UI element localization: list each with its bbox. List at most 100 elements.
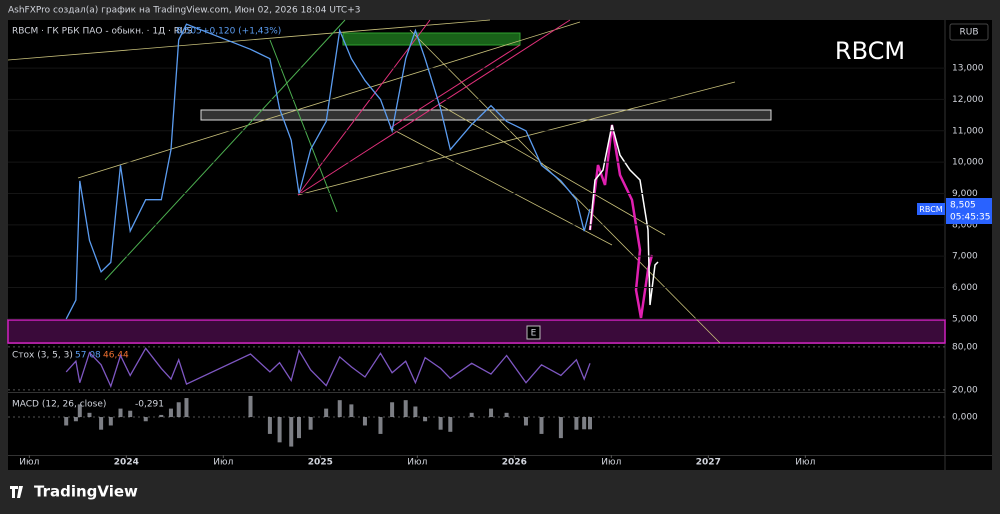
tag-name: RBCM: [919, 205, 942, 214]
histogram-bar: [438, 417, 443, 430]
currency-box: [949, 23, 989, 41]
macd-value: -0,291: [135, 400, 164, 410]
histogram-bar: [73, 417, 78, 422]
x-tick-label: Июл: [19, 458, 39, 468]
histogram-bar: [403, 400, 408, 418]
histogram-bar: [378, 417, 383, 434]
histogram-bar: [159, 414, 164, 418]
chart-area: [8, 20, 992, 470]
resistance-zone: [200, 109, 772, 121]
macd-title: MACD (12, 26, close): [12, 400, 106, 410]
histogram-bar: [277, 417, 282, 443]
caption: AshFXPro создал(а) график на TradingView…: [8, 6, 360, 16]
histogram-bar: [523, 417, 528, 426]
logo-icon: [10, 486, 23, 498]
stoch-title: Стох (3, 5, 3): [12, 351, 73, 361]
histogram-bar: [176, 402, 181, 418]
legend-change: +0,120 (+1,43%): [202, 27, 281, 37]
tag-box: [946, 198, 992, 224]
histogram-bar: [337, 400, 342, 418]
y-tick-label: 10,000: [952, 158, 984, 168]
stoch-d: 46,44: [103, 351, 129, 361]
y-tick-label: 12,000: [952, 95, 984, 105]
histogram-bar: [423, 417, 428, 422]
support-zone: [7, 319, 946, 344]
green-line: [104, 19, 346, 281]
histogram-bar: [143, 417, 148, 422]
pink-line: [389, 44, 521, 129]
y-tick-label: 11,000: [952, 126, 984, 136]
histogram-bar: [558, 417, 563, 439]
y-tick-label: 7,000: [952, 252, 978, 262]
tag-price: 8,505: [950, 201, 976, 211]
histogram-bar: [504, 412, 509, 418]
histogram-bar: [308, 417, 313, 430]
histogram-bar: [289, 417, 294, 447]
symbol-legend: RBCM · ГК РБК ПАО - обыкн. · 1Д · RUS: [12, 27, 193, 37]
tag-timer: 05:45:35: [950, 213, 990, 223]
histogram-bar: [248, 395, 253, 418]
y-tick-label: 5,000: [952, 314, 978, 324]
green-line: [269, 39, 338, 213]
histogram-bar: [128, 410, 133, 418]
histogram-bar: [87, 412, 92, 418]
histogram-bar: [168, 408, 173, 418]
forecast-path: [588, 124, 654, 319]
histogram-bar: [296, 417, 301, 439]
y-tick-label: 6,000: [952, 283, 978, 293]
tag-name-box: [917, 203, 945, 215]
x-tick-label: 2026: [502, 458, 527, 468]
trend-line: [439, 104, 666, 236]
logo: TradingView: [34, 483, 138, 501]
x-tick-label: Июл: [601, 458, 621, 468]
histogram-bar: [582, 417, 587, 430]
top-zone: [342, 32, 521, 46]
y-tick-label: 0,000: [952, 413, 978, 423]
histogram-bar: [413, 406, 418, 418]
histogram-bar: [469, 412, 474, 418]
histogram-bar: [362, 417, 367, 426]
x-tick-label: Июл: [407, 458, 427, 468]
price-line: [65, 23, 591, 320]
histogram-bar: [108, 417, 113, 426]
watermark: RBCM: [835, 37, 905, 65]
y-tick-label: 80,00: [952, 342, 978, 352]
price-tag: RBCM 8,505 05:45:35: [917, 198, 992, 224]
pink-line: [297, 19, 431, 196]
histogram-bar: [77, 404, 82, 418]
trend-line: [389, 127, 613, 246]
currency: RUB: [959, 28, 978, 38]
histogram-bar: [587, 417, 592, 430]
event-box: [526, 325, 541, 340]
histogram-bar: [539, 417, 544, 434]
trend-line: [7, 19, 491, 61]
x-tick-label: Июл: [213, 458, 233, 468]
x-tick-label: 2024: [114, 458, 139, 468]
x-tick-label: Июл: [795, 458, 815, 468]
x-tick-label: 2027: [696, 458, 721, 468]
histogram-bar: [118, 408, 123, 418]
histogram-bar: [574, 417, 579, 430]
legend-price: 8,505: [176, 27, 202, 37]
histogram-bar: [64, 417, 69, 426]
x-tick-label: 2025: [308, 458, 333, 468]
histogram-bar: [184, 398, 189, 418]
histogram-bar: [349, 404, 354, 418]
histogram-bar: [448, 417, 453, 432]
pink-line: [297, 19, 571, 196]
forecast-path: [589, 124, 659, 306]
y-tick-label: 8,000: [952, 220, 978, 230]
histogram-bar: [267, 417, 272, 434]
y-tick-label: 9,000: [952, 189, 978, 199]
trend-line: [297, 81, 736, 196]
histogram-bar: [390, 402, 395, 418]
y-tick-label: 13,000: [952, 64, 984, 74]
price-line: [65, 347, 591, 389]
histogram-bar: [489, 408, 494, 418]
drawings: E: [7, 19, 946, 344]
histogram-bar: [324, 408, 329, 418]
event-marker: E: [531, 329, 537, 339]
histogram-bar: [99, 417, 104, 430]
